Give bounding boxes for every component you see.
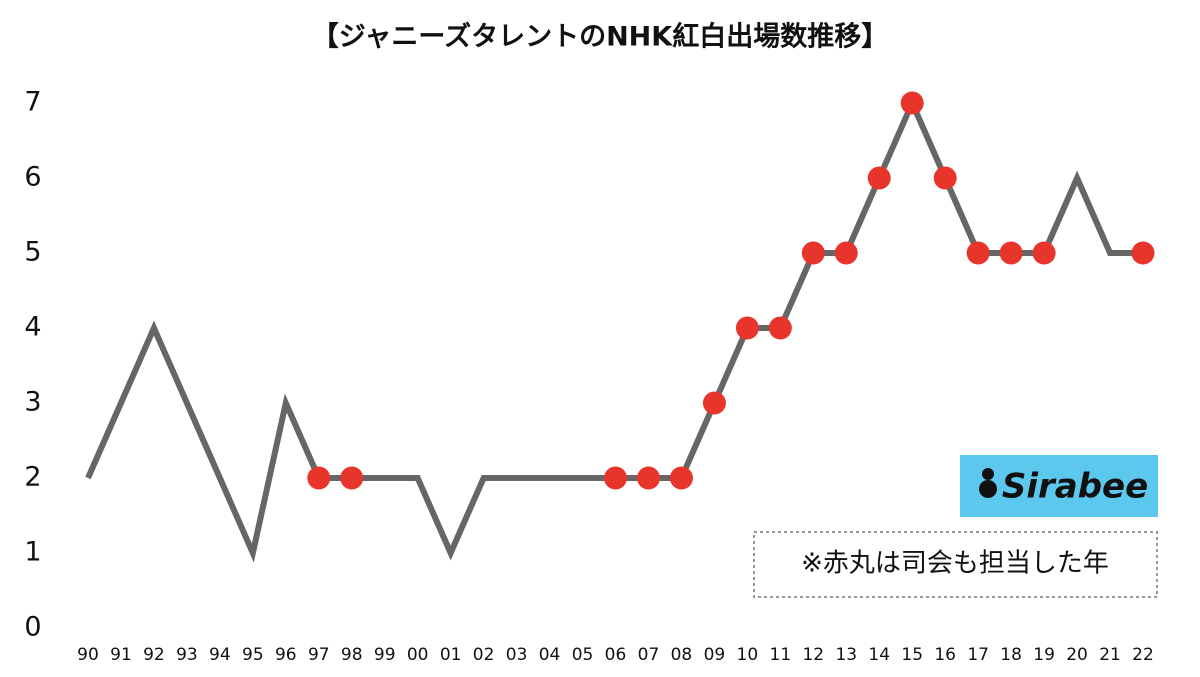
x-tick-label: 95 <box>242 645 264 665</box>
y-tick-label: 6 <box>24 162 41 193</box>
x-tick-label: 21 <box>1099 645 1121 665</box>
x-tick-label: 94 <box>209 645 231 665</box>
x-tick-label: 14 <box>868 645 890 665</box>
host-marker <box>307 466 331 490</box>
x-tick-label: 98 <box>341 645 363 665</box>
host-marker <box>900 91 924 115</box>
logo-icon <box>982 468 994 480</box>
x-tick-label: 05 <box>572 645 594 665</box>
x-tick-label: 99 <box>374 645 396 665</box>
host-marker <box>966 241 990 265</box>
x-tick-label: 03 <box>506 645 528 665</box>
chart-title: 【ジャニーズタレントのNHK紅白出場数推移】 <box>312 21 888 53</box>
logo-text: Sirabee <box>1002 467 1148 507</box>
x-tick-label: 17 <box>967 645 989 665</box>
host-marker <box>636 466 660 490</box>
y-tick-label: 5 <box>24 237 41 268</box>
x-tick-label: 10 <box>737 645 759 665</box>
host-marker <box>1032 241 1056 265</box>
x-tick-label: 92 <box>143 645 165 665</box>
host-marker <box>999 241 1023 265</box>
host-marker <box>340 466 364 490</box>
x-tick-label: 15 <box>901 645 923 665</box>
host-marker <box>801 241 825 265</box>
y-tick-label: 3 <box>24 387 41 418</box>
host-marker <box>669 466 693 490</box>
host-marker <box>702 391 726 415</box>
x-tick-label: 91 <box>110 645 132 665</box>
x-tick-label: 02 <box>473 645 495 665</box>
x-tick-label: 12 <box>802 645 824 665</box>
x-tick-label: 00 <box>407 645 429 665</box>
host-marker <box>834 241 858 265</box>
x-tick-label: 04 <box>539 645 561 665</box>
x-tick-label: 06 <box>605 645 627 665</box>
x-tick-label: 01 <box>440 645 462 665</box>
x-tick-label: 93 <box>176 645 198 665</box>
y-tick-label: 1 <box>24 537 41 568</box>
x-tick-label: 19 <box>1033 645 1055 665</box>
x-tick-label: 16 <box>934 645 956 665</box>
x-tick-label: 18 <box>1000 645 1022 665</box>
x-tick-label: 90 <box>77 645 99 665</box>
y-tick-label: 0 <box>24 612 41 643</box>
x-tick-label: 22 <box>1132 645 1154 665</box>
host-marker <box>1131 241 1155 265</box>
x-tick-label: 07 <box>638 645 660 665</box>
x-tick-label: 08 <box>671 645 693 665</box>
y-tick-label: 7 <box>24 87 41 118</box>
x-tick-label: 97 <box>308 645 330 665</box>
logo-icon <box>979 480 997 498</box>
y-tick-label: 4 <box>24 312 41 343</box>
x-tick-label: 09 <box>704 645 726 665</box>
x-tick-label: 20 <box>1066 645 1088 665</box>
host-marker <box>735 316 759 340</box>
host-marker <box>933 166 957 190</box>
host-marker <box>768 316 792 340</box>
y-tick-label: 2 <box>24 462 41 493</box>
x-tick-label: 96 <box>275 645 297 665</box>
host-marker <box>604 466 627 490</box>
x-tick-label: 11 <box>770 645 792 665</box>
x-tick-label: 13 <box>835 645 857 665</box>
note: ※赤丸は司会も担当した年 <box>801 549 1109 579</box>
host-marker <box>867 166 891 190</box>
